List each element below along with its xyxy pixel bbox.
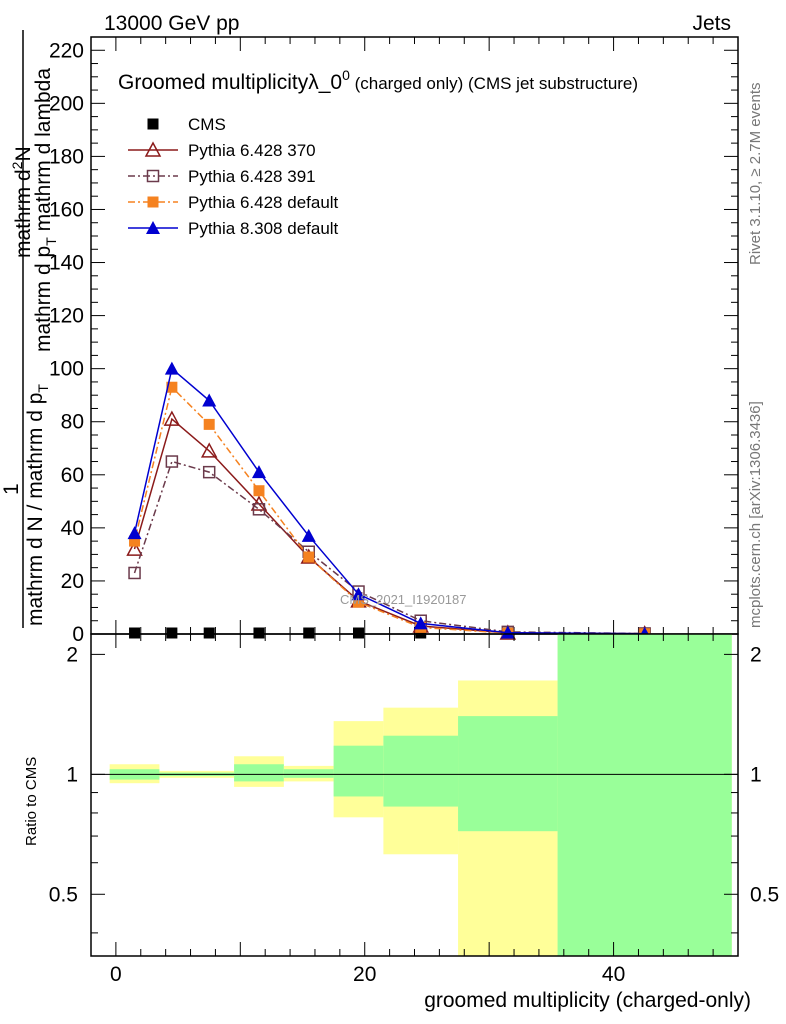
legend-item-p6def: Pythia 6.428 default (128, 193, 339, 212)
header-left-label: 13000 GeV pp (104, 12, 239, 35)
legend-label: CMS (188, 115, 226, 134)
data-point-p6def (353, 596, 365, 608)
ratio-band-green (333, 745, 384, 797)
y-axis-label-denominator: mathrm d N / mathrm d pT (24, 384, 51, 626)
data-point-p8def (127, 526, 142, 540)
data-point-p391 (252, 503, 266, 516)
ratio-band-green (557, 634, 732, 956)
series-line-p391 (133, 460, 645, 635)
y-axis-label-numerator-line2: mathrm d pT mathrm d lambda (32, 68, 59, 352)
y-tick-label: 180 (49, 145, 84, 168)
ratio-y-axis-label: Ratio to CMS (23, 757, 40, 846)
legend-marker (146, 221, 160, 234)
data-point-p8def (351, 587, 366, 601)
main-y-tick-labels: 0 20 40 60 80 100 120 140 160 180 200 220 (49, 39, 84, 646)
data-point-p391 (202, 465, 216, 479)
y-axis-label-one: 1 (0, 483, 23, 495)
data-point-cms (129, 627, 141, 639)
y-tick-label: 20 (61, 570, 84, 593)
legend-item-p8def: Pythia 8.308 default (128, 219, 339, 238)
data-point-p370 (126, 540, 143, 556)
y-tick-label: 0 (72, 623, 84, 646)
y-tick-label: 160 (49, 198, 84, 221)
data-point-p6def (129, 535, 141, 547)
ratio-y-tick-label: 1 (66, 763, 78, 786)
chart-title-suffix: (charged only) (CMS jet substructure) (350, 74, 638, 93)
ratio-axis-ticks: 0.5 0.51 12 20 20 40 (49, 634, 779, 986)
legend-label: Pythia 6.428 370 (188, 141, 316, 160)
data-point-p8def (251, 465, 266, 479)
y-axis-label: mathrm d2N mathrm d pT mathrm d lambda 1… (0, 30, 59, 628)
legend-item-p370: Pythia 6.428 370 (128, 141, 316, 160)
data-point-p6def (303, 551, 315, 563)
legend-marker (146, 169, 160, 183)
data-point-p6def (203, 418, 215, 430)
y-tick-label: 140 (49, 252, 84, 275)
ratio-band-green (383, 735, 459, 807)
data-point-p8def (500, 625, 515, 639)
data-point-p8def (202, 393, 217, 407)
y-axis-label-sup: 2 (9, 161, 25, 169)
ratio-bands (109, 634, 732, 956)
y-tick-label: 100 (49, 358, 84, 381)
ratio-y-tick-label-right: 0.5 (750, 883, 779, 906)
y-tick-label: 40 (61, 517, 84, 540)
side-text-rivet: Rivet 3.1.10, ≥ 2.7M events (747, 83, 764, 266)
legend-marker (144, 141, 162, 157)
legend-label: Pythia 6.428 default (188, 193, 339, 212)
legend: CMS Pythia 6.428 370 Pythia 6.428 391 Pythi… (128, 115, 339, 238)
legend-item-p391: Pythia 6.428 391 (128, 167, 316, 186)
data-point-cms (203, 627, 215, 639)
data-point-p391 (128, 566, 141, 580)
data-point-cms (253, 627, 265, 639)
data-point-p370 (200, 442, 218, 458)
legend-item-cms: CMS (147, 115, 226, 134)
ratio-y-tick-label: 2 (66, 643, 78, 666)
data-point-p6def (253, 485, 265, 497)
analysis-watermark: CMS_2021_I1920187 (340, 592, 467, 607)
series-p391 (128, 455, 651, 640)
legend-label: Pythia 6.428 391 (188, 167, 316, 186)
ratio-band-green (458, 716, 558, 832)
data-point-p8def (164, 361, 179, 375)
ratio-y-tick-label-right: 1 (750, 763, 762, 786)
x-tick-label: 40 (602, 963, 625, 986)
y-axis-label-sub: T (43, 237, 59, 246)
x-tick-label: 0 (110, 963, 122, 986)
y-tick-label: 220 (49, 39, 84, 62)
data-point-p8def (413, 616, 428, 630)
ratio-band-green (283, 769, 334, 778)
data-point-p6def (166, 381, 178, 393)
chart-title: Groomed multiplicityλ_00 (charged only) … (118, 67, 638, 94)
data-point-cms (303, 627, 315, 639)
series-p8def (127, 361, 652, 640)
y-tick-label: 80 (61, 411, 84, 434)
data-point-p370 (163, 410, 181, 426)
x-axis-label: groomed multiplicity (charged-only) (424, 989, 751, 1012)
data-point-p391 (165, 455, 179, 468)
ratio-y-tick-label-right: 2 (750, 643, 762, 666)
legend-label: Pythia 8.308 default (188, 219, 339, 238)
data-point-cms (415, 627, 427, 639)
y-tick-label: 120 (49, 305, 84, 328)
y-tick-label: 200 (49, 92, 84, 115)
y-axis-label-den-sub: T (35, 384, 51, 393)
data-point-cms (166, 627, 178, 639)
chart-title-superscript: 0 (342, 67, 350, 83)
legend-marker (147, 196, 159, 208)
header-right-label: Jets (692, 12, 731, 35)
ratio-y-tick-label: 0.5 (49, 883, 78, 906)
side-text-mcplots: mcplots.cern.ch [arXiv:1306.3436] (747, 401, 764, 628)
y-tick-label: 60 (61, 464, 84, 487)
series-layer (126, 361, 653, 641)
ratio-band-green (234, 764, 284, 782)
x-tick-label: 20 (353, 963, 376, 986)
chart-title-main: Groomed multiplicityλ_0 (118, 71, 342, 94)
data-point-cms (353, 627, 365, 639)
legend-marker (147, 118, 159, 130)
data-point-p8def (301, 528, 316, 542)
